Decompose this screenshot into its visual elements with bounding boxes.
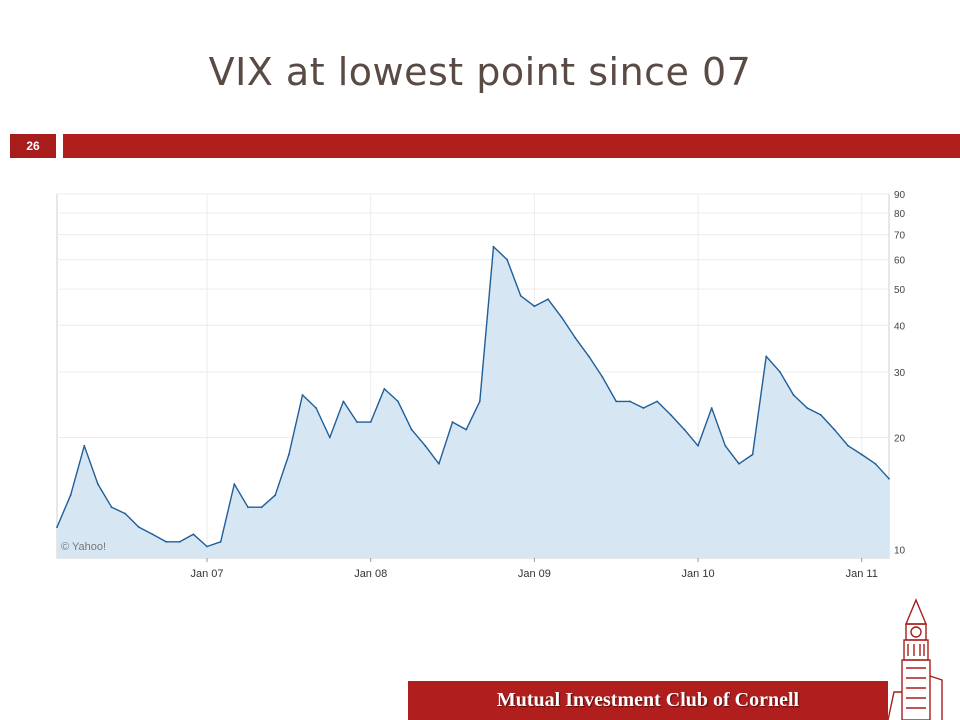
vix-series-line xyxy=(56,246,890,548)
vix-data-point xyxy=(410,428,413,431)
x-tick-label: Jan 10 xyxy=(682,568,715,580)
vix-data-point xyxy=(860,453,863,456)
vix-data-point xyxy=(519,294,522,297)
vix-data-point xyxy=(724,444,727,447)
vix-data-point xyxy=(56,526,58,528)
vix-data-point xyxy=(178,540,181,543)
vix-data-point xyxy=(492,245,495,248)
vix-data-point xyxy=(601,376,604,379)
footer-bar xyxy=(408,681,888,720)
footer-club-name: Mutual Investment Club of Cornell xyxy=(496,689,800,711)
vix-data-point xyxy=(192,533,195,536)
vix-data-point xyxy=(165,540,168,543)
x-tick-label: Jan 07 xyxy=(191,568,224,580)
vix-chart: 10 20 30 40 50 60 70 80 90 Jan 07 Jan 08 Jan 09 Jan … xyxy=(55,190,915,590)
vix-data-point xyxy=(615,400,618,403)
vix-data-point xyxy=(806,407,809,409)
vix-data-point xyxy=(642,407,645,409)
yahoo-watermark: © Yahoo! xyxy=(61,541,106,553)
vix-data-point xyxy=(69,494,72,497)
vix-data-point xyxy=(669,413,672,416)
vix-data-point xyxy=(683,428,686,431)
vix-data-point xyxy=(547,298,549,301)
slide-title: VIX at lowest point since 07 xyxy=(208,50,752,94)
vix-data-point xyxy=(83,444,86,447)
vix-data-point xyxy=(424,444,427,447)
vix-data-point xyxy=(233,483,236,485)
vix-data-point xyxy=(574,336,577,339)
vix-area-fill xyxy=(57,246,889,558)
vix-data-point xyxy=(506,258,508,261)
vix-data-point xyxy=(478,400,481,403)
y-tick-label: 90 xyxy=(894,190,906,201)
vix-data-point xyxy=(342,400,345,403)
vix-chart-svg: 10 20 30 40 50 60 70 80 90 Jan 07 Jan 08 Jan 09 Jan … xyxy=(56,190,906,580)
y-tick-label: 50 xyxy=(894,285,906,296)
y-tick-label: 80 xyxy=(894,209,906,220)
vix-data-point xyxy=(792,394,795,396)
y-tick-label: 10 xyxy=(894,546,906,557)
vix-data-point xyxy=(656,400,659,403)
vix-data-point xyxy=(847,444,849,447)
y-tick-label: 40 xyxy=(894,321,906,332)
vix-data-point xyxy=(628,400,631,403)
vix-data-point xyxy=(369,421,372,423)
y-tick-label: 20 xyxy=(894,433,906,444)
vix-data-point xyxy=(819,413,822,416)
vix-data-point xyxy=(219,540,222,543)
y-tick-label: 60 xyxy=(894,256,906,267)
vix-data-point xyxy=(151,533,154,536)
vix-data-point xyxy=(137,526,140,528)
page-number-badge: 26 xyxy=(10,134,56,158)
vix-data-point xyxy=(97,483,99,485)
vix-data-point xyxy=(778,370,781,373)
title-accent-bar xyxy=(63,134,960,158)
vix-data-point xyxy=(383,388,386,390)
vix-data-point xyxy=(287,453,290,456)
x-tick-label: Jan 11 xyxy=(846,568,878,580)
clock-tower-logo xyxy=(887,598,943,720)
vix-data-point xyxy=(301,394,304,396)
vix-data-point xyxy=(465,428,468,431)
vix-data-point xyxy=(738,462,740,465)
vix-data-point xyxy=(451,421,454,423)
vix-data-point xyxy=(438,462,440,465)
vix-data-point xyxy=(328,436,331,439)
vix-data-point xyxy=(124,512,127,515)
vix-data-point xyxy=(397,400,399,403)
vix-data-point xyxy=(588,355,590,358)
vix-data-point xyxy=(874,462,877,465)
vix-data-point xyxy=(356,421,358,423)
vix-data-point xyxy=(697,444,699,447)
x-tick-label: Jan 09 xyxy=(518,568,551,580)
y-tick-label: 70 xyxy=(894,231,906,242)
vix-data-point xyxy=(710,407,713,409)
vix-data-point xyxy=(206,545,208,548)
vix-data-point xyxy=(260,506,263,509)
vix-data-point xyxy=(110,506,113,509)
vix-data-point xyxy=(560,316,563,319)
vix-data-point xyxy=(765,355,768,358)
vix-data-point xyxy=(533,305,536,308)
x-tick-label: Jan 08 xyxy=(354,568,387,580)
vix-data-point xyxy=(274,494,277,497)
vix-data-point xyxy=(247,506,249,509)
y-tick-label: 30 xyxy=(894,368,906,379)
vix-data-point xyxy=(751,453,754,456)
vix-data-point xyxy=(315,407,318,409)
vix-data-point xyxy=(888,477,890,480)
vix-data-point xyxy=(833,428,836,431)
